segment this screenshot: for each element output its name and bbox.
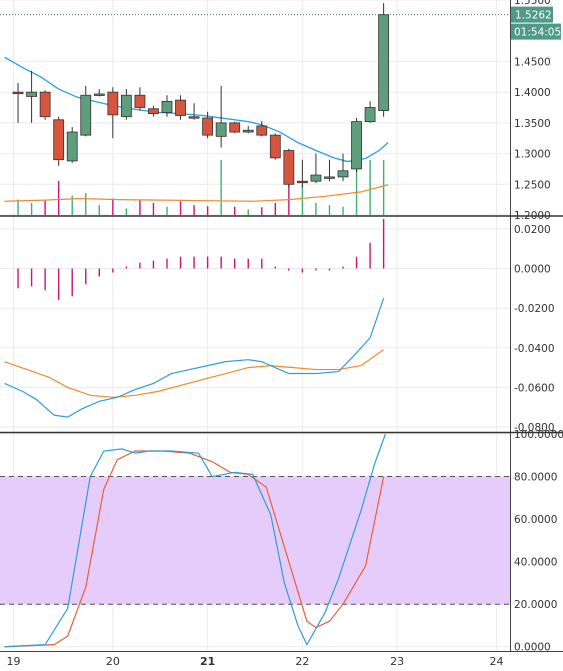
macd-y-tick-label: 0.0000 <box>514 264 551 276</box>
candle-body <box>202 117 214 136</box>
moving-average-line <box>4 56 389 163</box>
last-price-label: 1.5262 <box>515 10 552 22</box>
overbought-oversold-band <box>0 476 510 605</box>
x-tick-label: 22 <box>295 655 309 668</box>
macd-y-tick-label: -0.0800 <box>514 422 555 434</box>
stochastic-y-tick-label: 60.0000 <box>514 514 557 526</box>
price-y-tick-label: 1.4000 <box>514 87 551 99</box>
candle-body <box>229 122 241 133</box>
candle-body <box>80 94 92 136</box>
macd-panel[interactable] <box>4 218 385 418</box>
candle-body <box>283 150 295 185</box>
stochastic-y-tick-label: 100.0000 <box>514 429 563 441</box>
candle-body <box>12 91 24 95</box>
price-y-tick-label: 1.3000 <box>514 149 551 161</box>
candle-body <box>120 94 132 118</box>
candle-body <box>364 107 376 123</box>
candle-body <box>296 180 308 184</box>
candle-body <box>378 14 390 111</box>
candle-body <box>66 131 78 162</box>
candle-body <box>242 129 254 133</box>
candle-body <box>161 100 173 113</box>
candle-body <box>26 91 37 97</box>
candle-body <box>53 119 65 161</box>
candle-body <box>148 108 159 115</box>
candle-body <box>351 121 362 170</box>
candle-body <box>215 122 227 137</box>
candle-body <box>256 125 268 136</box>
price-y-tick-label: 1.5500 <box>514 0 551 7</box>
stochastic-y-tick-label: 0.0000 <box>514 642 551 654</box>
stochastic-y-tick-label: 80.0000 <box>514 472 557 484</box>
price-y-tick-label: 1.2500 <box>514 179 551 191</box>
stochastic-d-line <box>4 450 385 648</box>
macd-y-tick-label: -0.0400 <box>514 343 555 355</box>
stochastic-y-tick-label: 20.0000 <box>514 599 557 611</box>
candle-body <box>337 170 349 178</box>
price-y-tick-label: 1.4500 <box>514 56 551 68</box>
countdown-badge <box>511 23 561 40</box>
x-tick-label: 20 <box>106 655 120 668</box>
candle-body <box>324 176 335 179</box>
x-tick-label: 21 <box>200 655 215 668</box>
candle-body <box>134 94 146 108</box>
stochastic-y-tick-label: 40.0000 <box>514 557 557 569</box>
x-tick-label: 19 <box>7 655 21 668</box>
stochastic-panel[interactable] <box>0 433 510 648</box>
candle-body <box>175 99 186 116</box>
price-y-tick-label: 1.3500 <box>514 118 551 130</box>
macd-y-tick-label: -0.0200 <box>514 303 555 315</box>
x-tick-label: 24 <box>489 655 503 668</box>
macd-y-tick-label: 0.0200 <box>514 224 551 236</box>
candle-body <box>93 93 105 96</box>
macd-y-tick-label: -0.0600 <box>514 382 555 394</box>
candle-body <box>269 134 281 159</box>
last-price-badge <box>511 6 553 23</box>
candle-body <box>188 116 200 119</box>
x-tick-label: 23 <box>390 655 404 668</box>
candle-body <box>107 91 119 116</box>
price-panel[interactable] <box>0 3 510 215</box>
macd-signal-line <box>4 349 384 398</box>
candle-body <box>39 91 51 118</box>
candle-body <box>310 174 322 182</box>
macd-line <box>4 298 385 418</box>
countdown-label: 01:54:05 <box>514 27 561 39</box>
volume-ma-line <box>4 184 389 202</box>
stochastic-k-line <box>4 433 386 648</box>
